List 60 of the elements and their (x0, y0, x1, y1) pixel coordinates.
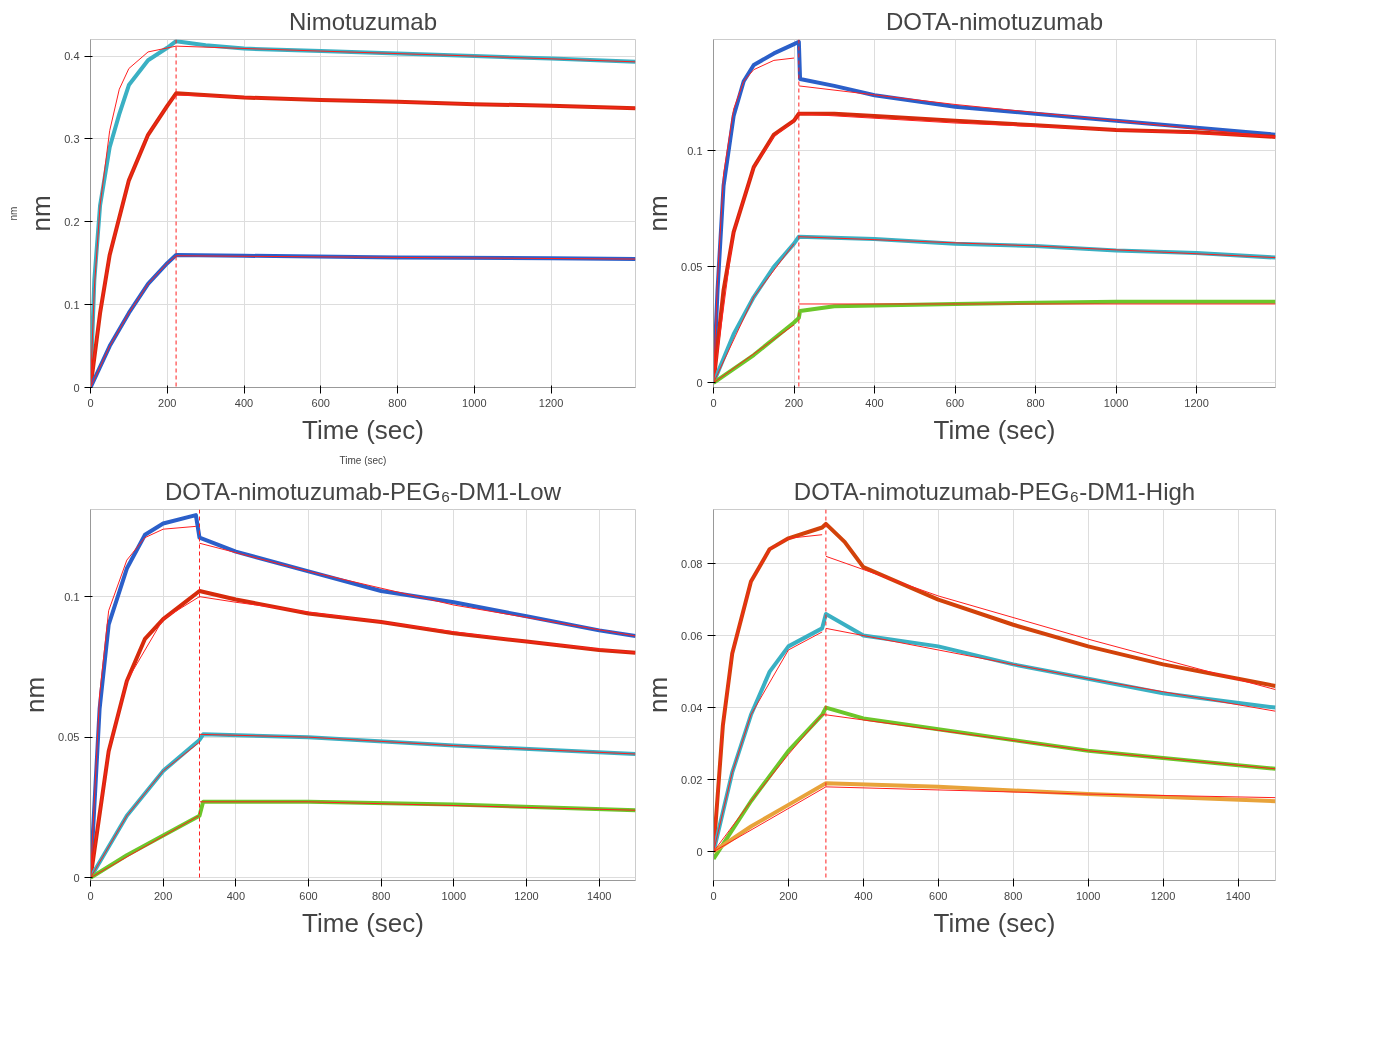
x-tick-label: 200 (784, 396, 804, 409)
x-tick-label: 1200 (538, 396, 564, 409)
x-tick-label: 1200 (1150, 889, 1176, 902)
x-tick-label: 600 (311, 396, 330, 409)
x-tick-label: 0 (710, 396, 717, 409)
x-tick-label: 400 (226, 889, 246, 902)
chart-title: DOTA-nimotuzumab-PEG₆-DM1-High (793, 477, 1196, 505)
y-axis-title: nm (643, 195, 674, 232)
x-tick-label: 400 (865, 396, 884, 409)
x-tick-label: 200 (779, 889, 798, 902)
y-tick-label: 0.05 (681, 260, 703, 273)
x-tick-label: 800 (1026, 396, 1045, 409)
y-tick-label: 0 (73, 381, 80, 394)
chart-title: Nimotuzumab (288, 7, 438, 35)
y-tick-label: 0.3 (64, 132, 80, 145)
chart-title: DOTA-nimotuzumab-PEG₆-DM1-Low (165, 477, 562, 505)
x-tick-label: 400 (854, 889, 873, 902)
x-tick-label: 1000 (462, 396, 487, 409)
x-tick-label: 1000 (441, 889, 467, 902)
x-tick-label: 600 (299, 889, 318, 902)
x-tick-label: 600 (945, 396, 965, 409)
x-axis-title: Time (sec) (302, 414, 424, 445)
x-tick-label: 600 (929, 889, 948, 902)
x-tick-label: 1000 (1103, 396, 1129, 409)
x-tick-label: 800 (371, 889, 391, 902)
y-tick-label: 0.2 (64, 215, 80, 228)
x-axis-title: Time (sec) (933, 414, 1056, 445)
y-tick-label: 0 (696, 376, 703, 389)
y-axis-title: nm (26, 195, 57, 232)
x-tick-label: 1200 (1184, 396, 1209, 409)
x-axis-title: Time (sec) (933, 907, 1056, 938)
x-tick-label: 400 (234, 396, 254, 409)
x-tick-label: 1000 (1075, 889, 1101, 902)
y-axis-title: nm (20, 676, 51, 714)
y-tick-label: 0.1 (64, 590, 80, 603)
x-tick-label: 1200 (514, 889, 539, 902)
y-tick-label: 0.05 (58, 731, 80, 744)
y-tick-label: 0.1 (687, 144, 703, 157)
x-tick-label: 1400 (1225, 889, 1251, 902)
x-tick-label: 200 (158, 396, 177, 409)
y-tick-label: 0 (696, 845, 703, 858)
y-tick-label: 0.04 (681, 701, 703, 714)
x-axis-title: Time (sec) (302, 907, 424, 938)
x-tick-label: 0 (87, 396, 94, 409)
chart-title: DOTA-nimotuzumab (886, 7, 1103, 35)
y-tick-label: 0 (73, 871, 80, 884)
text: nm (7, 206, 19, 221)
y-tick-label: 0.4 (64, 50, 80, 63)
y-tick-label: 0.1 (64, 298, 80, 311)
y-axis-title: nm (643, 676, 674, 714)
x-tick-label: 0 (710, 889, 717, 902)
y-tick-label: 0.06 (681, 629, 703, 642)
y-tick-label: 0.02 (681, 773, 703, 786)
x-tick-label: 200 (153, 889, 173, 902)
text: Time (sec) (339, 454, 387, 466)
x-tick-label: 1400 (586, 889, 612, 902)
x-tick-label: 800 (1004, 889, 1023, 902)
y-tick-label: 0.08 (681, 557, 703, 570)
x-tick-label: 0 (87, 889, 94, 902)
x-tick-label: 800 (388, 396, 407, 409)
